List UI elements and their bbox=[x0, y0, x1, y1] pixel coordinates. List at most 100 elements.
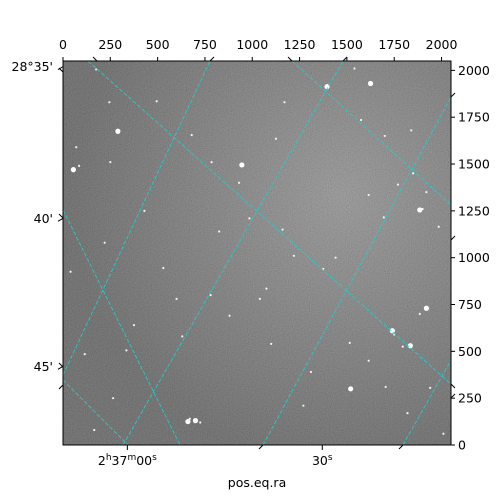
coordinate-grid bbox=[63, 61, 451, 445]
star bbox=[109, 161, 112, 164]
axis-ticks: 0 250 500 750 1000 1250 1500 1750 2000 0 250 500 750… bbox=[12, 37, 490, 468]
star bbox=[228, 314, 231, 317]
top-x-tick-label: 2000 bbox=[426, 37, 458, 52]
grid-edge-tick bbox=[342, 56, 348, 62]
star bbox=[283, 101, 286, 104]
ra-tick-label: 30s bbox=[312, 453, 333, 468]
right-y-tick-label: 1750 bbox=[458, 110, 490, 125]
bright-star bbox=[115, 128, 121, 134]
star bbox=[384, 385, 387, 389]
star bbox=[209, 294, 212, 297]
grid-edge-tick bbox=[450, 383, 456, 389]
dec-tick-label: 28°35' bbox=[12, 59, 54, 74]
star bbox=[281, 228, 284, 231]
bright-star bbox=[239, 162, 245, 168]
star bbox=[162, 266, 165, 270]
star bbox=[125, 349, 128, 352]
top-x-tick-label: 750 bbox=[193, 37, 217, 52]
grid-edge-tick bbox=[450, 393, 456, 399]
plot-frame bbox=[62, 60, 452, 446]
star bbox=[437, 225, 440, 228]
grid-edge-tick bbox=[209, 56, 215, 62]
bright-star bbox=[324, 84, 330, 90]
bright-star bbox=[70, 167, 77, 173]
grid-edge-tick bbox=[450, 235, 456, 241]
star bbox=[181, 335, 184, 338]
star bbox=[83, 353, 86, 356]
right-y-tick-label: 1000 bbox=[458, 250, 490, 265]
bright-star bbox=[423, 305, 429, 311]
bright-star bbox=[417, 207, 423, 213]
grid-edge-tick bbox=[450, 92, 456, 98]
grid-edge-tick bbox=[92, 56, 98, 62]
star bbox=[270, 342, 273, 345]
star bbox=[190, 133, 193, 137]
grid-edge-tick bbox=[58, 384, 64, 390]
top-x-tick-label: 250 bbox=[98, 37, 122, 52]
grid-edge-tick bbox=[287, 56, 293, 62]
star bbox=[429, 386, 432, 389]
star bbox=[359, 118, 363, 122]
right-y-tick-label: 250 bbox=[458, 391, 482, 406]
star bbox=[406, 412, 409, 415]
star bbox=[396, 183, 400, 186]
star bbox=[210, 161, 213, 164]
star bbox=[218, 230, 221, 233]
ra-grid-line bbox=[122, 61, 344, 445]
grid-edge-tick bbox=[58, 213, 64, 219]
ra-grid-line bbox=[63, 61, 211, 376]
star bbox=[274, 137, 278, 140]
grid-edge-tick bbox=[58, 67, 64, 73]
grid-edge-tick bbox=[398, 444, 404, 450]
dec-grid-line bbox=[87, 61, 451, 385]
star bbox=[248, 217, 251, 220]
right-y-tick-label: 500 bbox=[458, 344, 482, 359]
right-y-tick-label: 0 bbox=[458, 438, 466, 453]
star bbox=[353, 67, 356, 70]
grid-edge-tick bbox=[58, 362, 64, 368]
top-x-tick-label: 1250 bbox=[284, 37, 316, 52]
star bbox=[334, 256, 337, 259]
dec-tick bbox=[57, 217, 64, 222]
star bbox=[132, 324, 136, 327]
right-y-tick-label: 750 bbox=[458, 297, 482, 312]
star bbox=[237, 181, 241, 184]
star bbox=[412, 172, 415, 175]
bright-star bbox=[348, 386, 354, 392]
star bbox=[401, 345, 404, 348]
star bbox=[93, 428, 96, 432]
top-x-tick-label: 500 bbox=[146, 37, 170, 52]
ra-grid-line bbox=[402, 359, 451, 445]
star bbox=[108, 101, 111, 104]
star bbox=[75, 146, 78, 149]
star bbox=[382, 216, 385, 219]
star bbox=[348, 341, 351, 345]
star bbox=[77, 164, 81, 167]
dec-grid-line bbox=[63, 379, 129, 445]
star bbox=[103, 241, 106, 244]
dec-tick-label: 40' bbox=[34, 211, 53, 226]
bright-star bbox=[192, 418, 199, 424]
bright-star bbox=[367, 80, 374, 87]
ra-tick-label: 2h37m00s bbox=[98, 453, 157, 468]
star bbox=[175, 297, 178, 300]
top-x-tick-label: 1750 bbox=[378, 37, 410, 52]
right-y-tick-label: 2000 bbox=[458, 63, 490, 78]
star bbox=[410, 129, 413, 132]
star bbox=[95, 68, 98, 71]
dec-tick bbox=[57, 66, 64, 71]
top-x-tick-label: 0 bbox=[59, 37, 67, 52]
star bbox=[367, 193, 370, 197]
bright-star bbox=[389, 328, 395, 334]
star bbox=[112, 397, 115, 400]
star bbox=[418, 312, 421, 315]
star bbox=[292, 254, 296, 257]
dec-tick-label: 45' bbox=[34, 359, 53, 374]
star bbox=[425, 191, 428, 194]
right-y-tick-label: 1500 bbox=[458, 157, 490, 172]
top-x-tick-label: 1500 bbox=[331, 37, 363, 52]
star bbox=[442, 432, 445, 435]
star bbox=[367, 359, 370, 362]
star bbox=[143, 209, 146, 212]
